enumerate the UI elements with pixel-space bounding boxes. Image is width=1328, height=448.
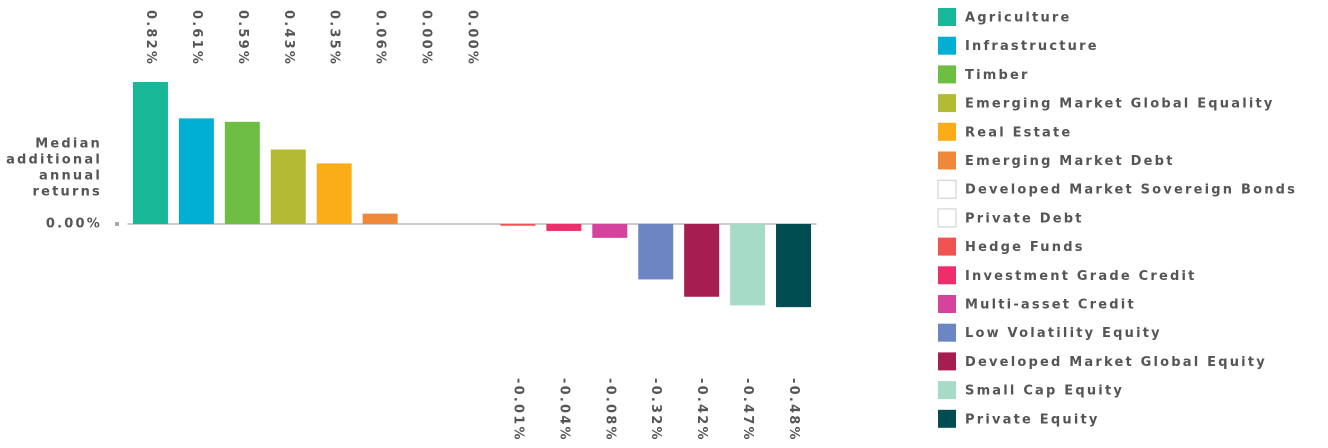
value-label: -0.04%	[556, 378, 571, 442]
legend-swatch	[938, 151, 956, 170]
bar	[776, 224, 812, 308]
legend-label: Infrastructure	[965, 39, 1099, 54]
value-label: 0.82%	[143, 10, 158, 66]
value-label: 0.59%	[235, 10, 250, 66]
bar	[316, 163, 352, 225]
legend-label: Private Equity	[965, 412, 1100, 427]
legend-swatch	[938, 237, 956, 256]
value-label: 0.35%	[327, 10, 342, 66]
value-label: -0.32%	[648, 378, 663, 442]
bar	[270, 149, 306, 225]
legend-label: Timber	[965, 68, 1030, 83]
y-axis-label: additional	[6, 153, 102, 168]
bar	[132, 81, 168, 225]
legend-label: Developed Market Sovereign Bonds	[965, 183, 1297, 198]
bar	[592, 224, 628, 238]
value-label: 0.00%	[465, 10, 480, 66]
y-axis-label: returns	[32, 185, 102, 200]
tick-mark	[115, 222, 119, 227]
legend-swatch	[938, 323, 956, 342]
value-label: 0.06%	[373, 10, 388, 66]
legend-swatch	[938, 352, 956, 371]
value-label: -0.47%	[740, 378, 755, 442]
bar	[224, 121, 260, 225]
legend-label: Low Volatility Equity	[965, 326, 1162, 341]
legend-label: Private Debt	[965, 211, 1084, 226]
legend-label: Multi-asset Credit	[965, 298, 1136, 313]
legend-swatch	[938, 65, 956, 84]
legend-label: Investment Grade Credit	[965, 269, 1197, 284]
legend-label: Emerging Market Global Equality	[965, 97, 1275, 112]
legend-swatch	[938, 295, 956, 313]
bar	[362, 213, 398, 225]
legend-swatch	[938, 8, 956, 26]
legend-label: Developed Market Global Equity	[965, 355, 1267, 370]
legend-swatch	[938, 266, 956, 285]
bar	[500, 224, 536, 226]
legend-swatch	[937, 208, 957, 228]
y-axis-label: Median	[35, 137, 102, 152]
y-axis-label: annual	[39, 169, 102, 184]
legend-swatch	[938, 36, 956, 55]
legend-label: Small Cap Equity	[965, 384, 1124, 399]
legend-swatch	[937, 179, 957, 199]
y-tick-label: 0.00%	[46, 217, 102, 232]
bar	[730, 224, 766, 306]
value-label: -0.01%	[510, 378, 525, 442]
bar	[178, 118, 214, 225]
legend-label: Agriculture	[965, 11, 1072, 26]
value-label: 0.00%	[419, 10, 434, 66]
legend-swatch	[938, 94, 956, 113]
bar	[638, 224, 674, 280]
value-label: 0.43%	[281, 10, 296, 66]
legend-swatch	[938, 409, 956, 428]
legend-label: Hedge Funds	[965, 240, 1085, 255]
value-label: -0.42%	[694, 378, 709, 442]
value-label: -0.08%	[602, 378, 617, 442]
bar	[546, 224, 582, 231]
legend-swatch	[938, 122, 956, 141]
value-label: -0.48%	[786, 378, 801, 442]
legend-swatch	[938, 381, 956, 400]
legend-label: Real Estate	[965, 125, 1072, 140]
value-label: 0.61%	[189, 10, 204, 66]
bar	[684, 224, 720, 297]
legend-label: Emerging Market Debt	[965, 154, 1175, 169]
